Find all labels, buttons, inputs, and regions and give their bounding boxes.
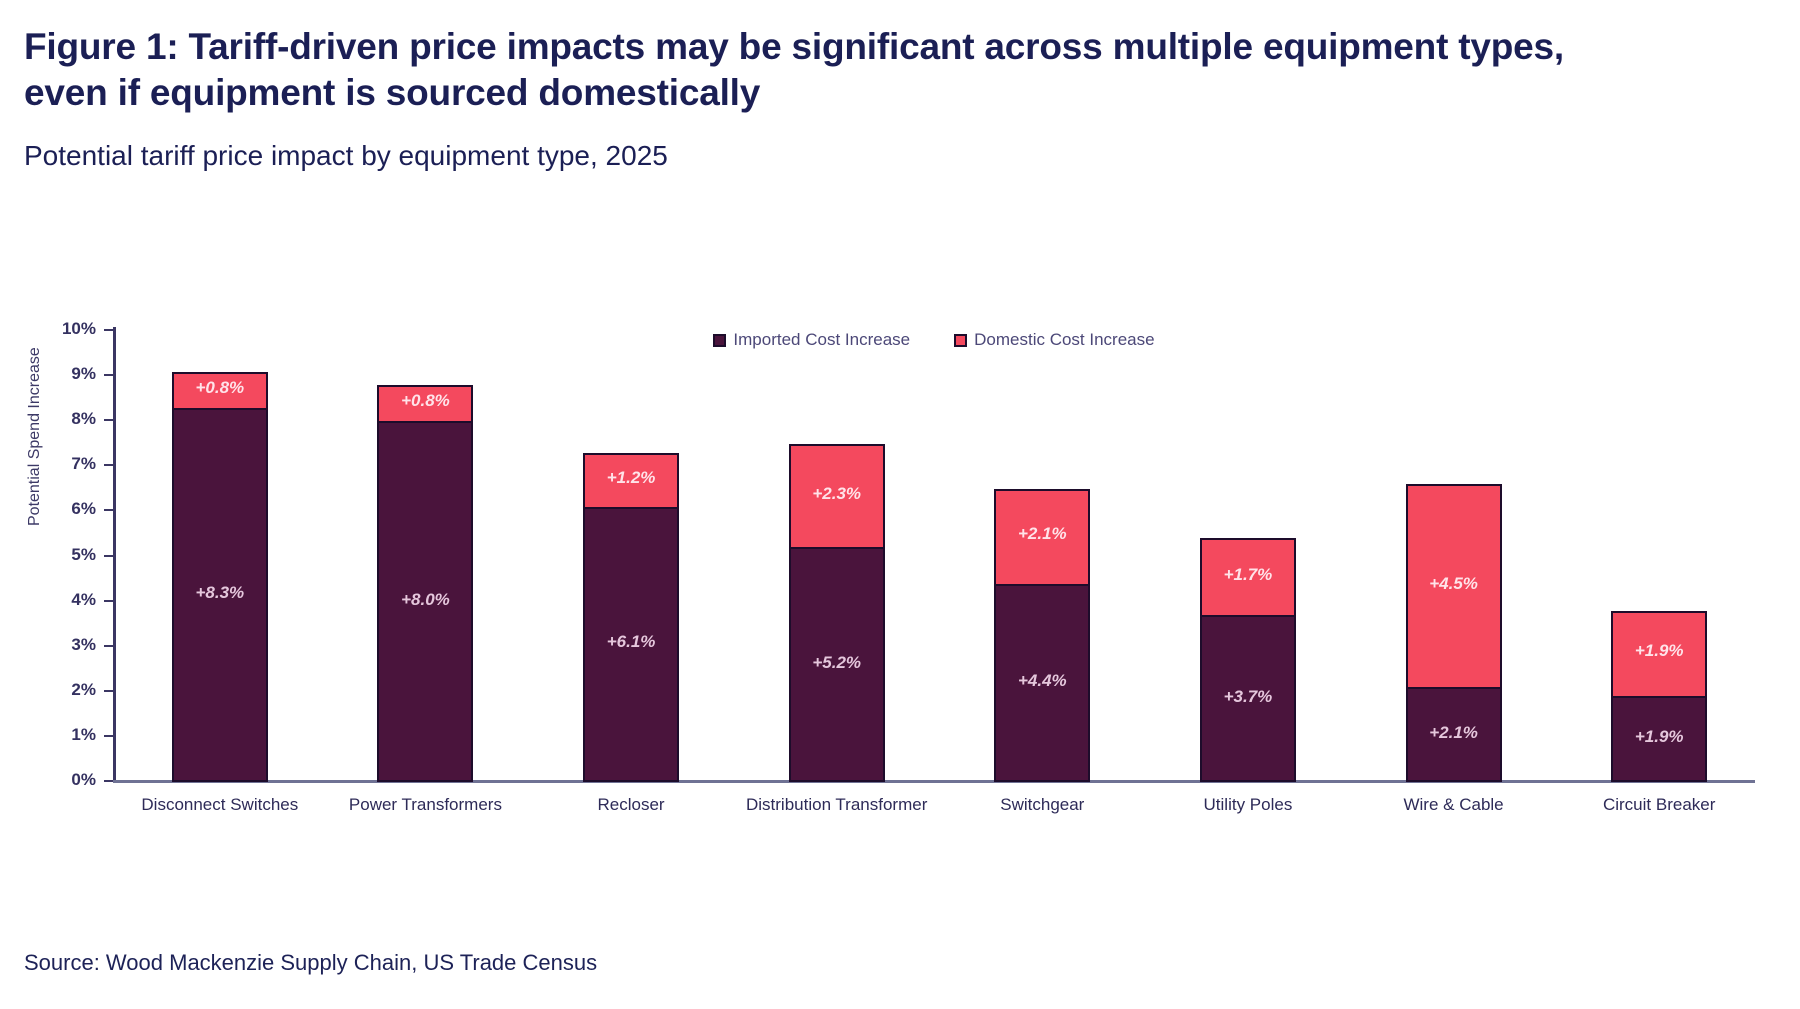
y-tick-mark bbox=[104, 329, 113, 331]
legend-label-imported: Imported Cost Increase bbox=[733, 330, 911, 349]
y-tick-mark bbox=[104, 509, 113, 512]
bar-segment-domestic bbox=[788, 443, 885, 548]
legend-swatch-imported-icon bbox=[713, 333, 727, 347]
y-tick-label: 4% bbox=[71, 589, 96, 609]
y-tick-mark bbox=[104, 599, 113, 602]
y-tick-label: 2% bbox=[71, 679, 96, 699]
legend-item-domestic: Domestic Cost Increase bbox=[954, 330, 1155, 350]
y-tick-mark bbox=[104, 734, 113, 737]
x-axis-label: Disconnect Switches bbox=[141, 795, 299, 814]
y-tick-label: 6% bbox=[71, 499, 96, 519]
bar-segment-domestic bbox=[1611, 610, 1708, 697]
y-tick-mark bbox=[104, 374, 113, 377]
bar-segment-domestic bbox=[171, 371, 268, 408]
x-axis-label: Utility Poles bbox=[1203, 795, 1293, 814]
bar-segment-imported bbox=[583, 506, 680, 782]
legend-label-domestic: Domestic Cost Increase bbox=[974, 330, 1155, 349]
y-tick-label: 10% bbox=[61, 319, 96, 338]
bar-segment-domestic bbox=[377, 385, 474, 422]
bar-segment-domestic bbox=[994, 488, 1091, 584]
y-tick-mark bbox=[104, 554, 113, 557]
y-tick-mark bbox=[104, 644, 113, 647]
x-axis-label: Power Transformers bbox=[348, 795, 502, 814]
bar-segment-imported bbox=[377, 421, 474, 782]
bar-segment-imported bbox=[1405, 687, 1502, 782]
x-axis-label: Distribution Transformer bbox=[745, 795, 928, 814]
x-axis-baseline bbox=[113, 780, 1755, 783]
x-axis-label: Wire & Cable bbox=[1403, 795, 1504, 814]
bar-segment-imported bbox=[788, 547, 885, 782]
bar-segment-imported bbox=[1199, 615, 1296, 782]
legend-swatch-domestic-icon bbox=[954, 333, 968, 347]
y-tick-mark bbox=[104, 464, 113, 467]
bar-segment-imported bbox=[171, 407, 268, 782]
page-title: Figure 1: Tariff-driven price impacts ma… bbox=[24, 26, 1565, 114]
y-axis-line bbox=[113, 327, 116, 783]
bar-segment-domestic bbox=[1405, 484, 1502, 688]
legend: Imported Cost Increase Domestic Cost Inc… bbox=[113, 330, 1755, 350]
chart-subtitle: Potential tariff price impact by equipme… bbox=[24, 140, 668, 171]
y-tick-mark bbox=[104, 689, 113, 692]
y-tick-label: 9% bbox=[71, 364, 96, 384]
y-tick-label: 1% bbox=[71, 724, 96, 744]
y-tick-label: 3% bbox=[71, 634, 96, 654]
x-axis-label: Switchgear bbox=[1000, 795, 1085, 814]
legend-item-imported: Imported Cost Increase bbox=[713, 330, 910, 350]
bar-segment-domestic bbox=[1199, 538, 1296, 616]
x-axis-label: Circuit Breaker bbox=[1602, 795, 1716, 814]
y-tick-label: 0% bbox=[71, 770, 96, 789]
y-tick-label: 7% bbox=[71, 454, 96, 474]
y-tick-label: 5% bbox=[71, 544, 96, 564]
bar-segment-imported bbox=[994, 583, 1091, 782]
bar-segment-domestic bbox=[583, 452, 680, 507]
source-text: Source: Wood Mackenzie Supply Chain, US … bbox=[24, 950, 598, 975]
y-tick-mark bbox=[104, 419, 113, 422]
y-tick-label: 8% bbox=[71, 409, 96, 429]
y-tick-mark bbox=[104, 780, 113, 782]
x-axis-label: Recloser bbox=[597, 795, 665, 814]
bar-segment-imported bbox=[1611, 696, 1708, 782]
